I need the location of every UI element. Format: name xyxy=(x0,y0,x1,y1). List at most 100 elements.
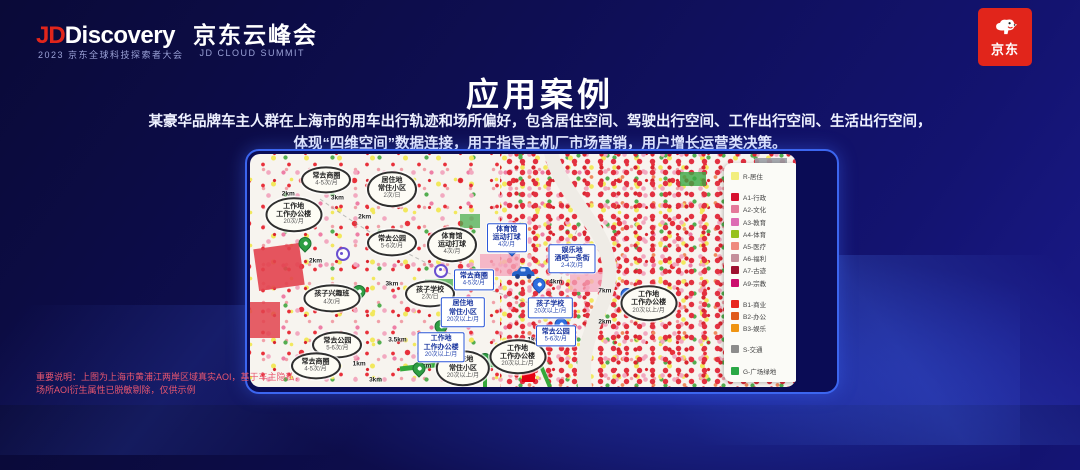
legend-label: A5-医疗 xyxy=(743,244,767,252)
legend-color-swatch xyxy=(731,311,739,320)
jd-brand-badge: 京东 xyxy=(978,8,1032,66)
callout-title: 孩子学校 xyxy=(536,300,565,308)
callout-title: 常去商圈 xyxy=(459,272,488,280)
disclaimer-note: 重要说明：上图为上海市黄浦江两岸区域真实AOI，基于车主隐私， 场所AOI衍生属… xyxy=(36,371,304,397)
callout-title: 工作地 xyxy=(638,291,660,299)
event-subtitle-en: JD CLOUD SUMMIT xyxy=(199,48,306,58)
legend-color-swatch xyxy=(731,217,739,226)
legend-label: A6-福利 xyxy=(743,256,767,264)
page-subtitle: 某豪华品牌车主人群在上海市的用车出行轨迹和场所偏好，包含居住空间、驾驶出行空间、… xyxy=(0,111,1080,156)
callout-frequency: 20次/月 xyxy=(283,219,304,226)
legend-label: B1-商业 xyxy=(743,301,767,309)
legend-label: A1-行政 xyxy=(743,195,767,203)
map-callout: 工作地 工作办公楼 20次以上/月 xyxy=(417,332,465,363)
distance-label: 3km xyxy=(385,280,399,288)
callout-title: 常去公园 xyxy=(377,234,406,242)
legend-color-swatch xyxy=(731,205,739,214)
legend-label: A2-文化 xyxy=(743,207,767,215)
callout-subtitle: 工作办公楼 xyxy=(276,211,312,219)
legend-label: R-居住 xyxy=(743,174,763,182)
map-callout: 常去公园 5-6次/月 xyxy=(366,228,417,257)
legend-item: A5-医疗 xyxy=(731,240,796,252)
map-callout: 孩子兴趣班 4次/月 xyxy=(303,284,361,313)
callout-frequency: 4次/月 xyxy=(323,299,341,306)
map-callout: 体育馆 运动打球 4次/月 xyxy=(486,223,527,253)
map-callout: 常去公园 5-6次/月 xyxy=(312,331,363,359)
callout-frequency: 4-5次/月 xyxy=(462,280,486,287)
legend-label: B3-娱乐 xyxy=(743,326,767,334)
jdd-logo: JDDiscovery xyxy=(36,22,175,50)
map-pin-icon xyxy=(434,263,449,278)
map-callout: 常去商圈 4-5次/月 xyxy=(290,352,341,380)
map-callout: 体育馆 运动打球 4次/月 xyxy=(427,227,478,263)
map-callout: 孩子学校 20次以上/月 xyxy=(528,297,573,319)
aoi-patch xyxy=(680,172,706,186)
callout-frequency: 2次/日 xyxy=(421,294,439,301)
legend-item: A9-宗教 xyxy=(731,277,796,289)
legend-item: A1-行政 xyxy=(731,191,796,203)
aoi-patch xyxy=(570,272,606,292)
callout-title: 常去商圈 xyxy=(301,358,330,366)
legend-item: G-广场绿地 xyxy=(731,364,796,376)
map-callout: 常去商圈 4-5次/月 xyxy=(301,165,352,194)
callout-title: 常去公园 xyxy=(541,328,570,336)
legend-item: A3-教育 xyxy=(731,216,796,228)
summit-title-cn: 京东云峰会 xyxy=(192,22,318,48)
event-subtitle-cn: 2023 京东全球科技探索者大会 xyxy=(38,50,184,60)
callout-frequency: 20次以上/月 xyxy=(534,308,567,315)
callout-title: 工作地 xyxy=(283,202,305,210)
legend-item: S-交通 xyxy=(731,343,796,355)
map-callout: 居住地 常住小区 2次/日 xyxy=(366,171,417,207)
map-callout: 常去商圈 4-5次/月 xyxy=(453,269,494,291)
callout-title: 孩子兴趣班 xyxy=(314,290,350,298)
jdd-logo-discovery: Discovery xyxy=(64,22,176,49)
map-panel: 2km3km2km2km3km2.5km4km7km1km3.5km1km2km… xyxy=(245,149,839,394)
jd-badge-label: 京东 xyxy=(990,41,1019,57)
legend-label: A4-体育 xyxy=(743,231,767,239)
disclaimer-line-2: 场所AOI衍生属性已脱敏剔除，仅供示例 xyxy=(36,385,196,396)
legend-label: A3-教育 xyxy=(743,219,767,227)
callout-title: 孩子学校 xyxy=(416,286,445,294)
legend-item: R-居住 xyxy=(731,170,796,182)
distance-label: 2km xyxy=(598,318,612,326)
legend-color-swatch xyxy=(731,278,739,287)
map-callout: 工作地 工作办公楼 20次/月 xyxy=(265,196,323,233)
legend-item: A7-古迹 xyxy=(731,264,796,276)
distance-label: 2km xyxy=(358,213,372,221)
callout-title: 常去商圈 xyxy=(312,171,341,179)
callout-frequency: 20次以上/月 xyxy=(424,352,458,359)
callout-subtitle: 常住小区 xyxy=(448,308,477,316)
jd-dog-icon xyxy=(996,19,1018,34)
legend-label: A9-宗教 xyxy=(743,280,767,288)
subtitle-line-1: 某豪华品牌车主人群在上海市的用车出行轨迹和场所偏好，包含居住空间、驾驶出行空间、… xyxy=(148,114,932,130)
callout-frequency: 5-6次/月 xyxy=(326,345,349,352)
callout-title: 常去公园 xyxy=(323,337,352,345)
callout-frequency: 20次以上/月 xyxy=(446,317,480,324)
callout-title: 体育馆 xyxy=(496,226,518,234)
map-callout: 娱乐地 酒吧一条街 2-4次/月 xyxy=(548,244,596,274)
callout-frequency: 4次/月 xyxy=(498,242,516,249)
callout-subtitle: 工作办公楼 xyxy=(423,343,459,351)
callout-frequency: 5-6次/月 xyxy=(380,243,404,250)
aoi-patch xyxy=(253,243,305,291)
distance-label: 7km xyxy=(598,287,612,295)
legend-color-swatch xyxy=(731,366,739,375)
callout-subtitle: 酒吧一条街 xyxy=(554,255,590,263)
callout-frequency: 4-5次/月 xyxy=(315,180,338,187)
callout-title: 工作地 xyxy=(430,335,452,343)
legend-color-swatch xyxy=(731,193,739,202)
callout-frequency: 4-5次/月 xyxy=(304,366,327,373)
disclaimer-line-1: 重要说明：上图为上海市黄浦江两岸区域真实AOI，基于车主隐私， xyxy=(36,372,304,382)
distance-label: 1km xyxy=(352,360,366,368)
legend-item: B2-办公 xyxy=(731,310,796,322)
map-callout: 常去公园 5-6次/月 xyxy=(535,325,576,347)
aoi-patch xyxy=(250,302,280,338)
distance-label: 4km xyxy=(549,278,563,286)
callout-subtitle: 工作办公楼 xyxy=(500,353,536,361)
callout-subtitle: 常住小区 xyxy=(377,185,406,193)
distance-label: 3.5km xyxy=(388,336,407,344)
callout-frequency: 20次以上/月 xyxy=(632,307,665,314)
shanghai-aoi-map: 2km3km2km2km3km2.5km4km7km1km3.5km1km2km… xyxy=(250,154,796,387)
legend-item: A4-体育 xyxy=(731,228,796,240)
callout-title: 工作地 xyxy=(507,344,529,352)
